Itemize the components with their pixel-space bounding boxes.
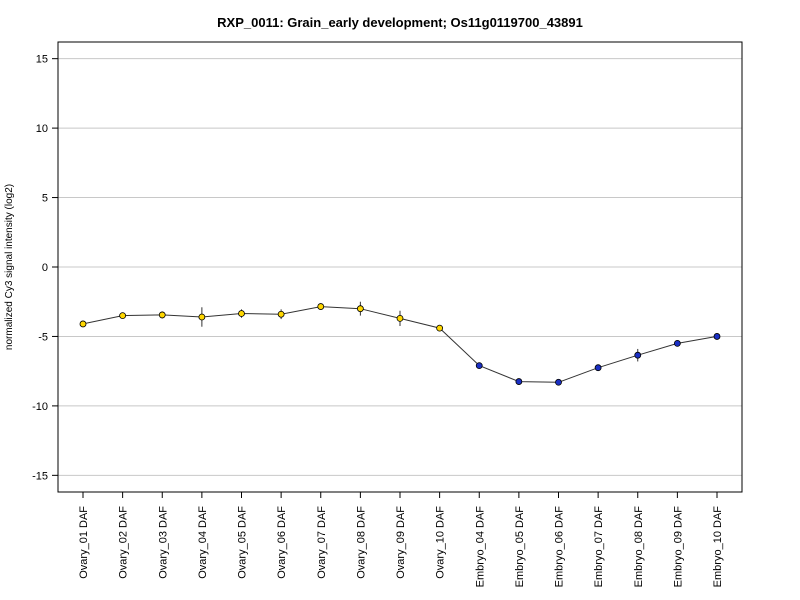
data-point (277, 310, 285, 318)
gridlines (58, 58, 742, 476)
x-tick-label: Embryo_04 DAF (474, 506, 486, 588)
x-tick-label: Ovary_07 DAF (316, 506, 328, 579)
x-tick-label: Ovary_05 DAF (237, 506, 249, 579)
data-point (594, 364, 602, 372)
chart-title: RXP_0011: Grain_early development; Os11g… (217, 15, 583, 30)
data-point (198, 313, 206, 321)
x-tick-label: Embryo_08 DAF (633, 506, 645, 588)
x-tick-label: Embryo_05 DAF (514, 506, 526, 588)
x-tick-label: Ovary_03 DAF (157, 506, 169, 579)
data-point (238, 310, 245, 317)
y-tick-label: -5 (38, 331, 48, 343)
y-axis: 15 10 5 0 -5 -10 -15 (32, 54, 58, 482)
y-tick-label: 5 (42, 193, 48, 205)
data-point (317, 303, 325, 310)
data-point (396, 314, 404, 322)
x-tick-label: Ovary_06 DAF (276, 506, 288, 579)
data-point (119, 312, 127, 320)
x-tick-label: Embryo_10 DAF (712, 506, 724, 588)
x-tick-label: Embryo_06 DAF (554, 506, 566, 588)
y-tick-label: -10 (32, 401, 48, 413)
x-tick-label: Embryo_09 DAF (672, 506, 684, 588)
data-point (634, 351, 642, 359)
plot-frame (57, 41, 743, 493)
data-series (79, 301, 721, 386)
x-tick-label: Ovary_09 DAF (395, 506, 407, 579)
data-point (356, 305, 364, 313)
y-tick-label: -15 (32, 470, 48, 482)
y-axis-label: normalized Cy3 signal intensity (log2) (4, 184, 15, 350)
x-tick-label: Embryo_07 DAF (593, 506, 605, 588)
x-tick-label: Ovary_10 DAF (435, 506, 447, 579)
data-point (515, 378, 523, 385)
x-tick-label: Ovary_02 DAF (118, 506, 130, 579)
x-axis: Ovary_01 DAF Ovary_02 DAF Ovary_03 DAF Ovar… (78, 492, 724, 587)
x-tick-label: Ovary_08 DAF (355, 506, 367, 579)
data-point (713, 333, 721, 340)
y-tick-label: 15 (36, 54, 48, 66)
x-tick-label: Ovary_04 DAF (197, 506, 209, 579)
data-point (436, 324, 444, 332)
data-point (79, 320, 87, 328)
y-tick-label: 10 (36, 123, 48, 135)
x-tick-label: Ovary_01 DAF (78, 506, 90, 579)
data-point (673, 339, 681, 347)
data-point (158, 311, 166, 319)
data-point (555, 378, 562, 386)
y-tick-label: 0 (42, 262, 48, 274)
data-point (475, 362, 483, 370)
